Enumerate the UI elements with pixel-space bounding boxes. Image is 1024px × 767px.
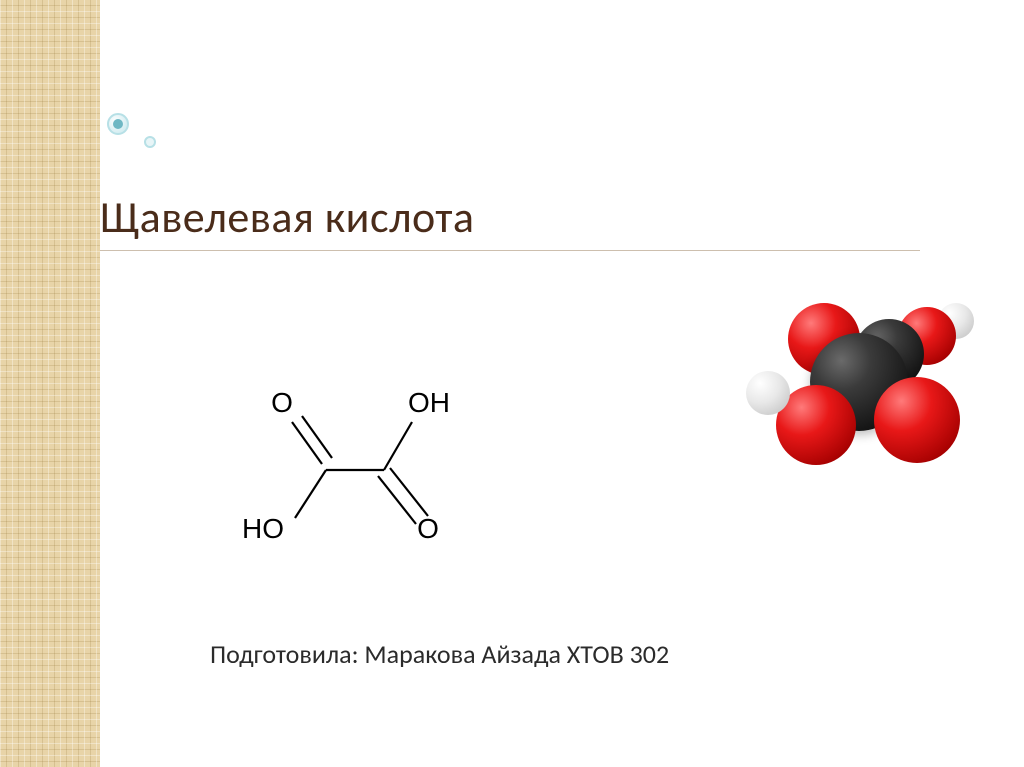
bond-c-o-dbl-left-a xyxy=(292,422,322,464)
bubble-decoration-small xyxy=(144,136,156,148)
slide-title: Щавелевая кислота xyxy=(100,190,475,244)
author-line: Подготовила: Маракова Айзада ХТОВ 302 xyxy=(210,638,669,670)
molecule-3d-model xyxy=(740,285,970,475)
atom-label-ho-left: HO xyxy=(242,513,284,544)
atom-hydrogen-left xyxy=(746,371,790,415)
title-underline xyxy=(100,250,920,251)
bond-c-o-dbl-right-b xyxy=(390,468,428,516)
bond-c-o-dbl-left-b xyxy=(302,416,332,458)
bond-c-oh-left xyxy=(295,470,326,518)
structural-formula: O OH HO O xyxy=(240,380,470,550)
atom-label-oh-right: OH xyxy=(408,387,450,418)
atom-oxygen-bottom-right xyxy=(874,377,960,463)
left-woven-strip xyxy=(0,0,100,767)
atom-label-o-right: O xyxy=(417,513,439,544)
bubble-decoration-large-core xyxy=(113,119,123,129)
bond-c-o-dbl-right-a xyxy=(378,476,416,524)
bond-c-oh-right xyxy=(384,422,412,470)
atom-label-o-left: O xyxy=(271,387,293,418)
